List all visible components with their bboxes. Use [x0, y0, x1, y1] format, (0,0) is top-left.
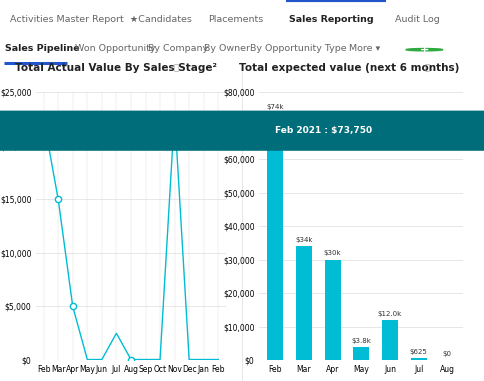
- Text: More ▾: More ▾: [348, 44, 379, 53]
- Bar: [324, 259, 340, 360]
- Text: Activities Master Report  ★Candidates: Activities Master Report ★Candidates: [10, 15, 191, 24]
- Text: $74k: $74k: [266, 104, 284, 110]
- Text: Feb 2021 : $73,750: Feb 2021 : $73,750: [275, 126, 372, 135]
- Text: By Company: By Company: [148, 44, 208, 53]
- Bar: [381, 320, 397, 360]
- Text: +: +: [419, 45, 428, 55]
- Text: $3.8k: $3.8k: [351, 338, 370, 344]
- Text: $12.0k: $12.0k: [377, 311, 401, 317]
- Text: ⧉: ⧉: [424, 63, 428, 72]
- Text: Won Opportunity: Won Opportunity: [75, 44, 155, 53]
- Text: By Owner: By Owner: [203, 44, 249, 53]
- Text: Sales Pipeline: Sales Pipeline: [5, 44, 79, 53]
- Text: ⧉: ⧉: [174, 63, 179, 72]
- Circle shape: [405, 48, 442, 51]
- Text: Placements: Placements: [208, 15, 263, 24]
- FancyBboxPatch shape: [0, 110, 484, 151]
- Text: $30k: $30k: [323, 250, 341, 256]
- Text: By Opportunity Type: By Opportunity Type: [249, 44, 346, 53]
- Bar: [267, 113, 283, 360]
- Text: $0: $0: [442, 351, 451, 357]
- Text: Sales Reporting: Sales Reporting: [288, 15, 372, 24]
- Bar: [295, 246, 311, 360]
- Text: Audit Log: Audit Log: [394, 15, 439, 24]
- Bar: [410, 358, 426, 360]
- Text: Total expected value (next 6 months): Total expected value (next 6 months): [239, 63, 458, 73]
- Text: $34k: $34k: [295, 237, 312, 243]
- Text: $625: $625: [409, 349, 427, 355]
- Bar: [353, 347, 368, 360]
- Text: Total Actual Value By Sales Stage²: Total Actual Value By Sales Stage²: [15, 63, 216, 73]
